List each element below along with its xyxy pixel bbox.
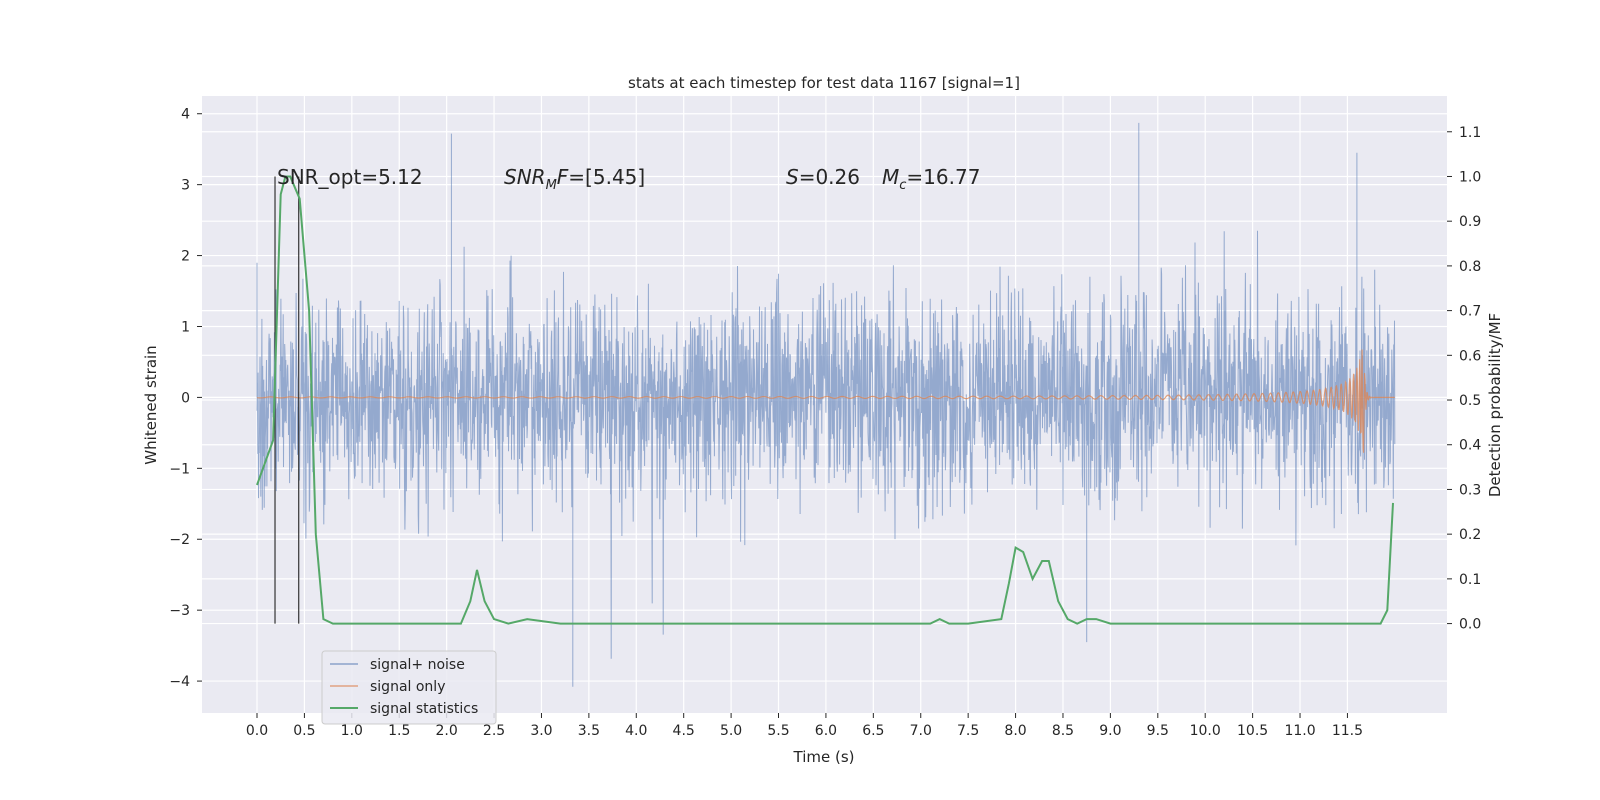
series-signal-noise — [256, 122, 1396, 687]
x-tick-label: 7.0 — [910, 723, 932, 739]
x-axis-label: Time (s) — [793, 748, 855, 766]
legend: signal+ noise signal only signal statist… — [321, 650, 497, 725]
legend-box — [321, 650, 497, 725]
y2-tick-label: 0.6 — [1459, 348, 1481, 364]
snr-mf-f: F — [557, 165, 569, 189]
series-signal-only — [257, 349, 1395, 453]
x-tick-label: 2.0 — [436, 723, 458, 739]
y-axis-ticks: −4 −3 −2 −1 0 1 2 3 4 — [169, 107, 202, 690]
annotation-snr-mf: SNRMF=[5.45] — [504, 165, 645, 193]
x-tick-label: 5.0 — [720, 723, 742, 739]
chart-title: stats at each timestep for test data 116… — [628, 74, 1020, 92]
x-tick-label: 6.0 — [815, 723, 837, 739]
x-tick-label: 7.5 — [957, 723, 979, 739]
annotation-mc: Mc=16.77 — [882, 165, 980, 193]
x-tick-label: 6.5 — [862, 723, 884, 739]
legend-label-signal-only: signal only — [370, 679, 445, 695]
signal-trace — [257, 349, 1395, 453]
x-tick-label: 0.5 — [293, 723, 315, 739]
x-tick-label: 3.0 — [530, 723, 552, 739]
legend-label-signal-statistics: signal statistics — [370, 701, 478, 717]
y-tick-label: −4 — [169, 674, 190, 690]
x-tick-label: 8.0 — [1004, 723, 1026, 739]
mc-symbol: M — [882, 165, 899, 189]
y-tick-label: −3 — [169, 603, 190, 619]
annotation-s: S=0.26 — [786, 165, 860, 189]
y-tick-label: 3 — [181, 178, 190, 194]
y-tick-label: −2 — [169, 532, 190, 548]
y-tick-label: 1 — [181, 319, 190, 335]
x-tick-label: 9.5 — [1147, 723, 1169, 739]
x-tick-label: 8.5 — [1052, 723, 1074, 739]
mc-subscript: c — [899, 178, 906, 193]
s-symbol: S — [786, 165, 799, 189]
y-tick-label: −1 — [169, 461, 190, 477]
x-tick-label: 0.0 — [246, 723, 268, 739]
y2-tick-label: 0.5 — [1459, 393, 1481, 409]
x-axis-ticks: 0.0 0.5 1.0 1.5 2.0 2.5 3.0 3.5 4.0 4.5 5.0 5.5 6.0 6… — [246, 713, 1363, 739]
y2-tick-label: 1.0 — [1459, 169, 1481, 185]
snr-mf-value: =[5.45] — [568, 165, 645, 189]
y2-axis-label: Detection probability/MF — [1486, 313, 1504, 497]
y2-tick-label: 0.0 — [1459, 617, 1481, 633]
y2-tick-label: 0.1 — [1459, 572, 1481, 588]
snr-mf-symbol: SNR — [504, 165, 546, 189]
y2-tick-label: 0.7 — [1459, 304, 1481, 320]
noise-trace — [256, 122, 1396, 687]
x-tick-label: 1.0 — [341, 723, 363, 739]
mc-value: =16.77 — [906, 165, 980, 189]
x-tick-label: 3.5 — [578, 723, 600, 739]
y-tick-label: 2 — [181, 249, 190, 265]
x-tick-label: 4.5 — [673, 723, 695, 739]
y2-tick-label: 0.3 — [1459, 482, 1481, 498]
x-tick-label: 10.5 — [1237, 723, 1268, 739]
x-tick-label: 2.5 — [483, 723, 505, 739]
legend-label-signal-noise: signal+ noise — [370, 657, 465, 673]
s-value: =0.26 — [799, 165, 860, 189]
y-tick-label: 0 — [181, 390, 190, 406]
x-tick-label: 10.0 — [1190, 723, 1221, 739]
y2-tick-label: 0.8 — [1459, 259, 1481, 275]
snr-mf-subscript: M — [546, 178, 557, 193]
y2-tick-label: 0.9 — [1459, 214, 1481, 230]
y2-tick-label: 1.1 — [1459, 125, 1481, 141]
x-tick-label: 11.5 — [1332, 723, 1363, 739]
x-tick-label: 5.5 — [767, 723, 789, 739]
x-tick-label: 4.0 — [625, 723, 647, 739]
y-axis-label: Whitened strain — [142, 345, 160, 464]
y2-tick-label: 0.2 — [1459, 527, 1481, 543]
annotation-snr-opt: SNR_opt=5.12 — [277, 165, 423, 189]
y2-tick-label: 0.4 — [1459, 438, 1481, 454]
y2-axis-ticks: 0.0 0.1 0.2 0.3 0.4 0.5 0.6 0.7 0.8 0.9 1.0 1.1 — [1447, 125, 1481, 633]
x-tick-label: 1.5 — [388, 723, 410, 739]
y-tick-label: 4 — [181, 107, 190, 123]
x-tick-label: 9.0 — [1099, 723, 1121, 739]
x-tick-label: 11.0 — [1284, 723, 1315, 739]
series-signal-statistics — [256, 175, 1394, 625]
